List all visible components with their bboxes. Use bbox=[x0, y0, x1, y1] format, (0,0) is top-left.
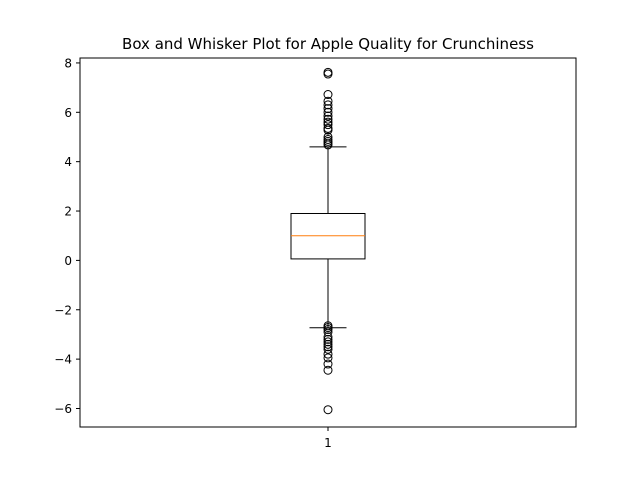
y-tick-label: −2 bbox=[54, 303, 72, 317]
box-group bbox=[290, 212, 366, 260]
outlier-point bbox=[323, 325, 333, 335]
outlier-point bbox=[323, 405, 333, 415]
y-tick-label: 2 bbox=[64, 205, 72, 219]
outlier-point bbox=[323, 107, 333, 117]
outlier-point bbox=[323, 120, 333, 130]
y-tick-label: 0 bbox=[64, 254, 72, 268]
plot-frame bbox=[79, 57, 577, 428]
outlier-point bbox=[323, 342, 333, 352]
y-tick-label: −6 bbox=[54, 402, 72, 416]
outlier-point bbox=[323, 100, 333, 110]
outlier-point bbox=[323, 353, 333, 363]
outlier-point bbox=[323, 114, 333, 124]
y-tick-label: 8 bbox=[64, 56, 72, 70]
outlier-point bbox=[323, 365, 333, 375]
y-tick-label: 4 bbox=[64, 155, 72, 169]
outlier-point bbox=[323, 90, 333, 100]
y-tick-label: 6 bbox=[64, 106, 72, 120]
y-axis: −6 −4 −2 0 2 4 6 8 bbox=[54, 56, 80, 416]
y-tick-label: −4 bbox=[54, 353, 72, 367]
outlier-point bbox=[323, 349, 333, 359]
outlier-point bbox=[323, 140, 333, 150]
outlier-point bbox=[323, 327, 333, 337]
outlier-point bbox=[323, 67, 333, 77]
outlier-point bbox=[323, 96, 333, 106]
chart-title: Box and Whisker Plot for Apple Quality f… bbox=[122, 35, 534, 53]
outlier-point bbox=[323, 125, 333, 135]
x-tick-label: 1 bbox=[324, 436, 332, 450]
outlier-point bbox=[323, 111, 333, 121]
outlier-point bbox=[323, 359, 333, 369]
outlier-point bbox=[323, 334, 333, 344]
outlier-point bbox=[323, 69, 333, 79]
outlier-point bbox=[323, 104, 333, 114]
outliers bbox=[323, 67, 333, 415]
outlier-point bbox=[323, 339, 333, 349]
outlier-point bbox=[323, 332, 333, 342]
x-axis: 1 bbox=[324, 427, 332, 450]
outlier-point bbox=[323, 337, 333, 347]
outlier-point bbox=[323, 344, 333, 354]
whiskers bbox=[309, 146, 347, 329]
